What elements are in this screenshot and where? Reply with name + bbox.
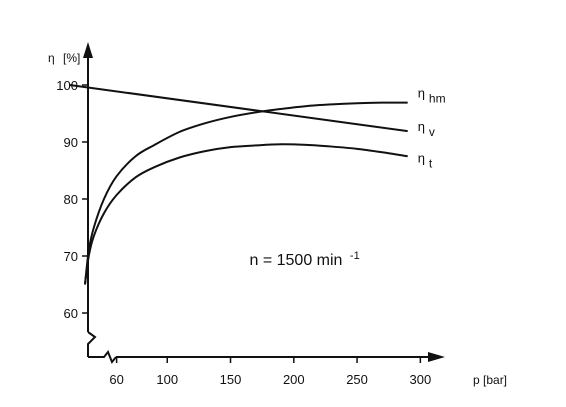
series-label-eta-hm: η hm [418,86,446,106]
x-tick-label-60: 60 [109,372,123,387]
y-axis-unit: [%] [63,51,80,65]
x-tick-label-200: 200 [283,372,305,387]
speed-annotation-sup: -1 [350,250,360,262]
series-label-symbol: η [418,86,425,101]
y-axis-break [87,331,97,357]
y-axis-arrow [83,42,93,58]
y-tick-label-70: 70 [64,249,78,264]
x-axis-break [88,350,117,364]
series-label-sub: hm [429,92,446,106]
speed-annotation: n = 1500 min -1 [250,250,360,269]
series-label-symbol: η [418,150,425,165]
y-axis-symbol: η [48,51,55,65]
series-label-sub: t [429,156,433,170]
x-tick-label-100: 100 [156,372,178,387]
curve-eta-hm [83,101,408,285]
series-labels: η hmη vη t [418,86,446,171]
series-label-sub: v [429,125,435,139]
series-label-symbol: η [418,119,425,134]
x-axis-arrow [428,352,445,362]
curves [69,84,408,285]
y-ticks: 60 70 80 90 100 [56,78,88,321]
x-tick-label-300: 300 [409,372,431,387]
speed-annotation-base: n = 1500 min [250,252,343,269]
x-tick-label-250: 250 [346,372,368,387]
x-ticks: 60 100 150 200 250 300 [109,357,431,387]
x-tick-label-150: 150 [220,372,242,387]
y-tick-label-100: 100 [56,78,78,93]
curve-eta-v [69,84,408,133]
y-tick-label-60: 60 [64,306,78,321]
y-tick-label-90: 90 [64,135,78,150]
x-axis-title: p [bar] [473,373,507,387]
curve-eta-t [83,143,408,285]
y-tick-label-80: 80 [64,192,78,207]
